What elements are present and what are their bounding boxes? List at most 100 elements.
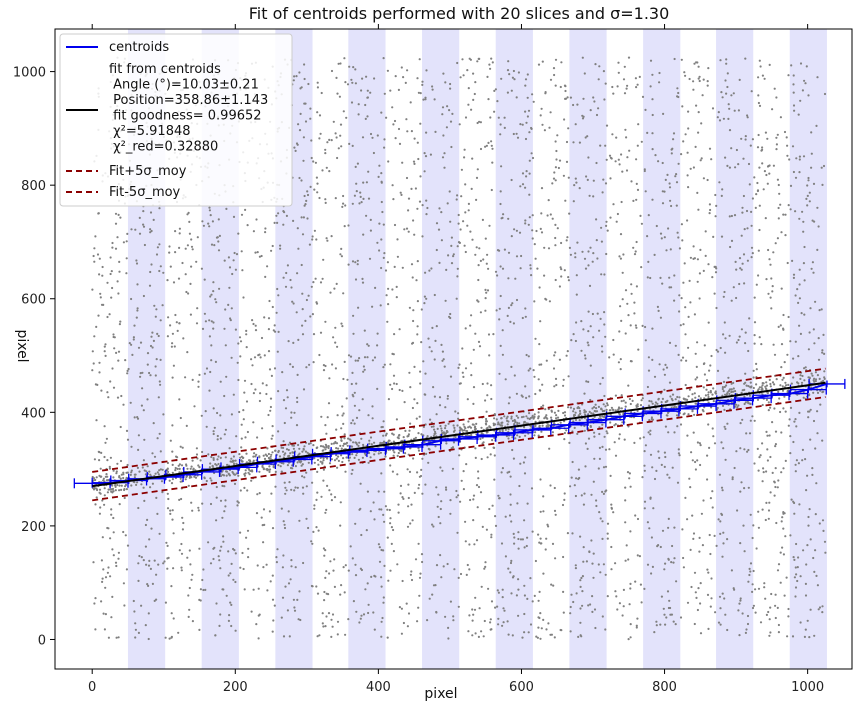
noise-point bbox=[803, 279, 806, 282]
noise-point bbox=[416, 333, 419, 336]
trace-point bbox=[768, 378, 771, 381]
noise-point bbox=[750, 256, 753, 259]
trace-point bbox=[426, 435, 429, 438]
noise-point bbox=[698, 272, 702, 275]
noise-point bbox=[113, 347, 116, 350]
noise-point bbox=[549, 78, 553, 81]
noise-point bbox=[337, 147, 340, 150]
noise-point bbox=[410, 263, 414, 266]
noise-point bbox=[750, 246, 754, 249]
noise-point bbox=[369, 456, 372, 459]
noise-point bbox=[556, 227, 559, 230]
noise-point bbox=[741, 418, 744, 421]
noise-point bbox=[208, 209, 211, 212]
trace-point bbox=[333, 459, 337, 462]
noise-point bbox=[313, 229, 316, 232]
noise-point bbox=[798, 297, 802, 300]
noise-point bbox=[804, 366, 807, 369]
noise-point bbox=[717, 621, 721, 624]
trace-point bbox=[123, 488, 126, 492]
noise-point bbox=[790, 498, 793, 501]
noise-point bbox=[715, 306, 718, 310]
noise-point bbox=[604, 182, 608, 185]
noise-point bbox=[254, 329, 258, 332]
noise-point bbox=[312, 333, 316, 336]
noise-point bbox=[727, 117, 730, 120]
noise-point bbox=[104, 441, 107, 444]
noise-point bbox=[721, 489, 724, 492]
noise-point bbox=[816, 206, 819, 209]
noise-point bbox=[282, 554, 285, 557]
noise-point bbox=[524, 186, 527, 189]
noise-point bbox=[416, 141, 419, 144]
noise-point bbox=[591, 610, 594, 614]
noise-point bbox=[433, 293, 436, 297]
noise-point bbox=[696, 191, 699, 194]
trace-point bbox=[126, 471, 129, 474]
noise-point bbox=[577, 468, 581, 471]
noise-point bbox=[409, 386, 412, 389]
noise-point bbox=[554, 140, 557, 143]
noise-point bbox=[319, 331, 323, 334]
noise-point bbox=[110, 270, 113, 273]
noise-point bbox=[668, 276, 671, 279]
trace-point bbox=[678, 396, 681, 399]
noise-point bbox=[725, 92, 728, 95]
noise-point bbox=[776, 178, 780, 181]
noise-point bbox=[402, 436, 405, 439]
trace-point bbox=[339, 444, 342, 447]
noise-point bbox=[553, 486, 556, 490]
trace-point bbox=[702, 410, 705, 413]
trace-point bbox=[550, 410, 554, 413]
noise-point bbox=[101, 536, 104, 539]
noise-point bbox=[810, 372, 813, 375]
noise-point bbox=[190, 238, 193, 241]
noise-point bbox=[198, 598, 201, 602]
noise-point bbox=[533, 300, 536, 303]
noise-point bbox=[744, 331, 747, 334]
noise-point bbox=[798, 324, 801, 327]
noise-point bbox=[725, 58, 728, 61]
trace-point bbox=[199, 459, 202, 462]
noise-point bbox=[475, 539, 479, 542]
noise-point bbox=[717, 518, 720, 521]
noise-point bbox=[510, 520, 513, 523]
noise-point bbox=[730, 147, 733, 150]
noise-point bbox=[711, 107, 715, 110]
trace-point bbox=[248, 473, 251, 476]
noise-point bbox=[822, 164, 826, 168]
noise-point bbox=[603, 394, 606, 398]
noise-point bbox=[764, 597, 767, 600]
noise-point bbox=[332, 569, 335, 572]
noise-point bbox=[603, 273, 606, 276]
noise-point bbox=[377, 490, 380, 493]
trace-point bbox=[313, 457, 316, 460]
noise-point bbox=[300, 86, 303, 89]
noise-point bbox=[150, 263, 153, 266]
noise-point bbox=[664, 178, 667, 181]
noise-point bbox=[431, 85, 434, 88]
trace-point bbox=[409, 447, 412, 450]
trace-point bbox=[583, 429, 586, 432]
trace-point bbox=[730, 388, 733, 391]
noise-point bbox=[463, 148, 466, 151]
noise-point bbox=[766, 448, 769, 451]
noise-point bbox=[123, 496, 126, 500]
noise-point bbox=[608, 154, 612, 157]
noise-point bbox=[490, 533, 493, 536]
trace-point bbox=[221, 469, 224, 472]
noise-point bbox=[511, 634, 514, 637]
noise-point bbox=[737, 109, 741, 112]
noise-point bbox=[805, 563, 808, 566]
noise-point bbox=[499, 294, 502, 298]
noise-point bbox=[446, 202, 449, 205]
noise-point bbox=[597, 405, 601, 408]
noise-point bbox=[779, 551, 782, 554]
noise-point bbox=[456, 267, 459, 270]
trace-point bbox=[765, 384, 769, 387]
noise-point bbox=[406, 625, 409, 628]
noise-point bbox=[718, 119, 722, 122]
noise-point bbox=[697, 65, 700, 68]
noise-point bbox=[324, 201, 327, 204]
noise-point bbox=[777, 206, 780, 210]
